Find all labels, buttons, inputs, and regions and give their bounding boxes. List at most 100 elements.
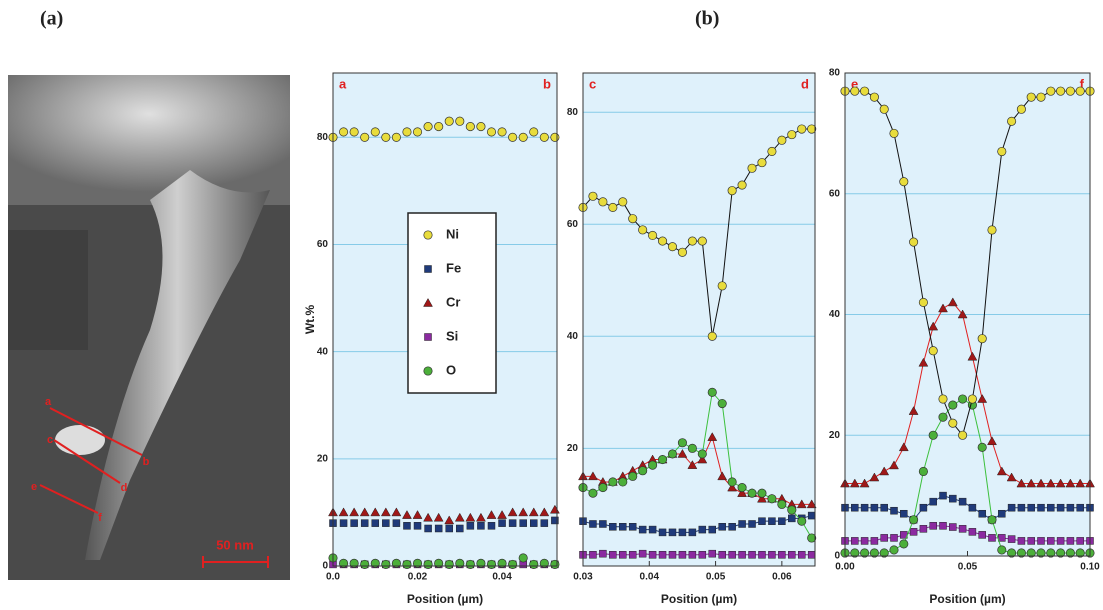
marker [619, 551, 627, 559]
marker [787, 505, 797, 515]
marker [589, 551, 597, 559]
marker [638, 549, 647, 558]
marker [648, 460, 658, 470]
line-label: c [47, 434, 53, 446]
marker [1076, 503, 1084, 512]
marker [508, 132, 518, 142]
marker [768, 517, 776, 525]
marker [796, 499, 807, 509]
marker [1056, 503, 1065, 512]
marker [707, 331, 717, 341]
marker [938, 412, 948, 422]
marker [444, 116, 454, 126]
marker [728, 523, 736, 531]
corner-label: f [1080, 76, 1085, 91]
marker [797, 551, 806, 559]
marker [890, 506, 898, 515]
marker [918, 357, 929, 367]
marker [434, 524, 443, 533]
marker [638, 466, 648, 476]
marker [497, 510, 507, 519]
marker [987, 225, 997, 235]
marker [890, 534, 898, 542]
marker [998, 534, 1006, 542]
marker [486, 559, 497, 569]
marker [508, 559, 518, 569]
x-tick-label: 0.05 [706, 572, 726, 583]
marker [454, 512, 465, 522]
marker [747, 163, 757, 173]
marker [977, 334, 987, 344]
marker [1027, 503, 1035, 512]
marker [1016, 548, 1026, 558]
marker [412, 558, 423, 568]
marker [359, 507, 370, 517]
marker [589, 520, 597, 528]
marker [360, 559, 370, 569]
legend-marker [423, 230, 433, 240]
marker [948, 400, 958, 410]
marker [609, 551, 617, 559]
marker [608, 477, 618, 487]
legend-label: O [446, 362, 456, 377]
marker [487, 522, 496, 530]
marker [928, 430, 938, 440]
marker [909, 515, 919, 525]
marker [1076, 537, 1084, 545]
marker [1065, 548, 1075, 558]
marker [1046, 86, 1056, 96]
marker [550, 559, 560, 569]
marker [767, 494, 777, 504]
marker [1047, 537, 1055, 545]
marker [518, 553, 528, 563]
line-label: d [121, 482, 128, 494]
x-axis-label: Position (µm) [661, 592, 737, 606]
plot-frame [332, 72, 558, 567]
legend-label: Ni [446, 226, 459, 241]
marker [360, 132, 370, 142]
marker [708, 525, 717, 534]
marker [747, 488, 757, 498]
x-tick-label: 0.03 [573, 572, 593, 583]
marker [1006, 472, 1017, 482]
y-tick-label: 20 [317, 453, 329, 464]
marker [528, 507, 539, 517]
marker [889, 545, 899, 555]
marker [1056, 537, 1065, 545]
marker [434, 558, 444, 568]
marker [423, 512, 434, 522]
marker [758, 517, 766, 525]
marker [698, 551, 707, 559]
marker [997, 545, 1007, 555]
marker [929, 522, 937, 530]
marker [707, 432, 718, 441]
marker [529, 127, 539, 137]
marker [758, 551, 766, 559]
marker [609, 523, 617, 531]
plot-area [583, 73, 815, 566]
legend-box [407, 212, 497, 394]
marker [518, 507, 529, 517]
legend-label: Cr [446, 294, 460, 309]
marker [638, 525, 647, 534]
x-tick-label: 0.05 [958, 562, 978, 573]
marker [657, 236, 668, 246]
marker [788, 551, 796, 559]
marker [1007, 548, 1017, 558]
marker [539, 558, 549, 568]
marker [667, 449, 678, 459]
marker [476, 558, 486, 568]
marker [1075, 86, 1085, 96]
marker [1027, 537, 1035, 545]
marker [551, 516, 559, 525]
marker [968, 528, 977, 536]
marker [402, 127, 412, 137]
marker [958, 525, 967, 533]
marker [987, 436, 997, 446]
y-tick-label: 80 [829, 68, 841, 79]
marker [380, 507, 391, 517]
marker [678, 528, 687, 537]
marker [851, 537, 859, 545]
marker [778, 517, 786, 525]
